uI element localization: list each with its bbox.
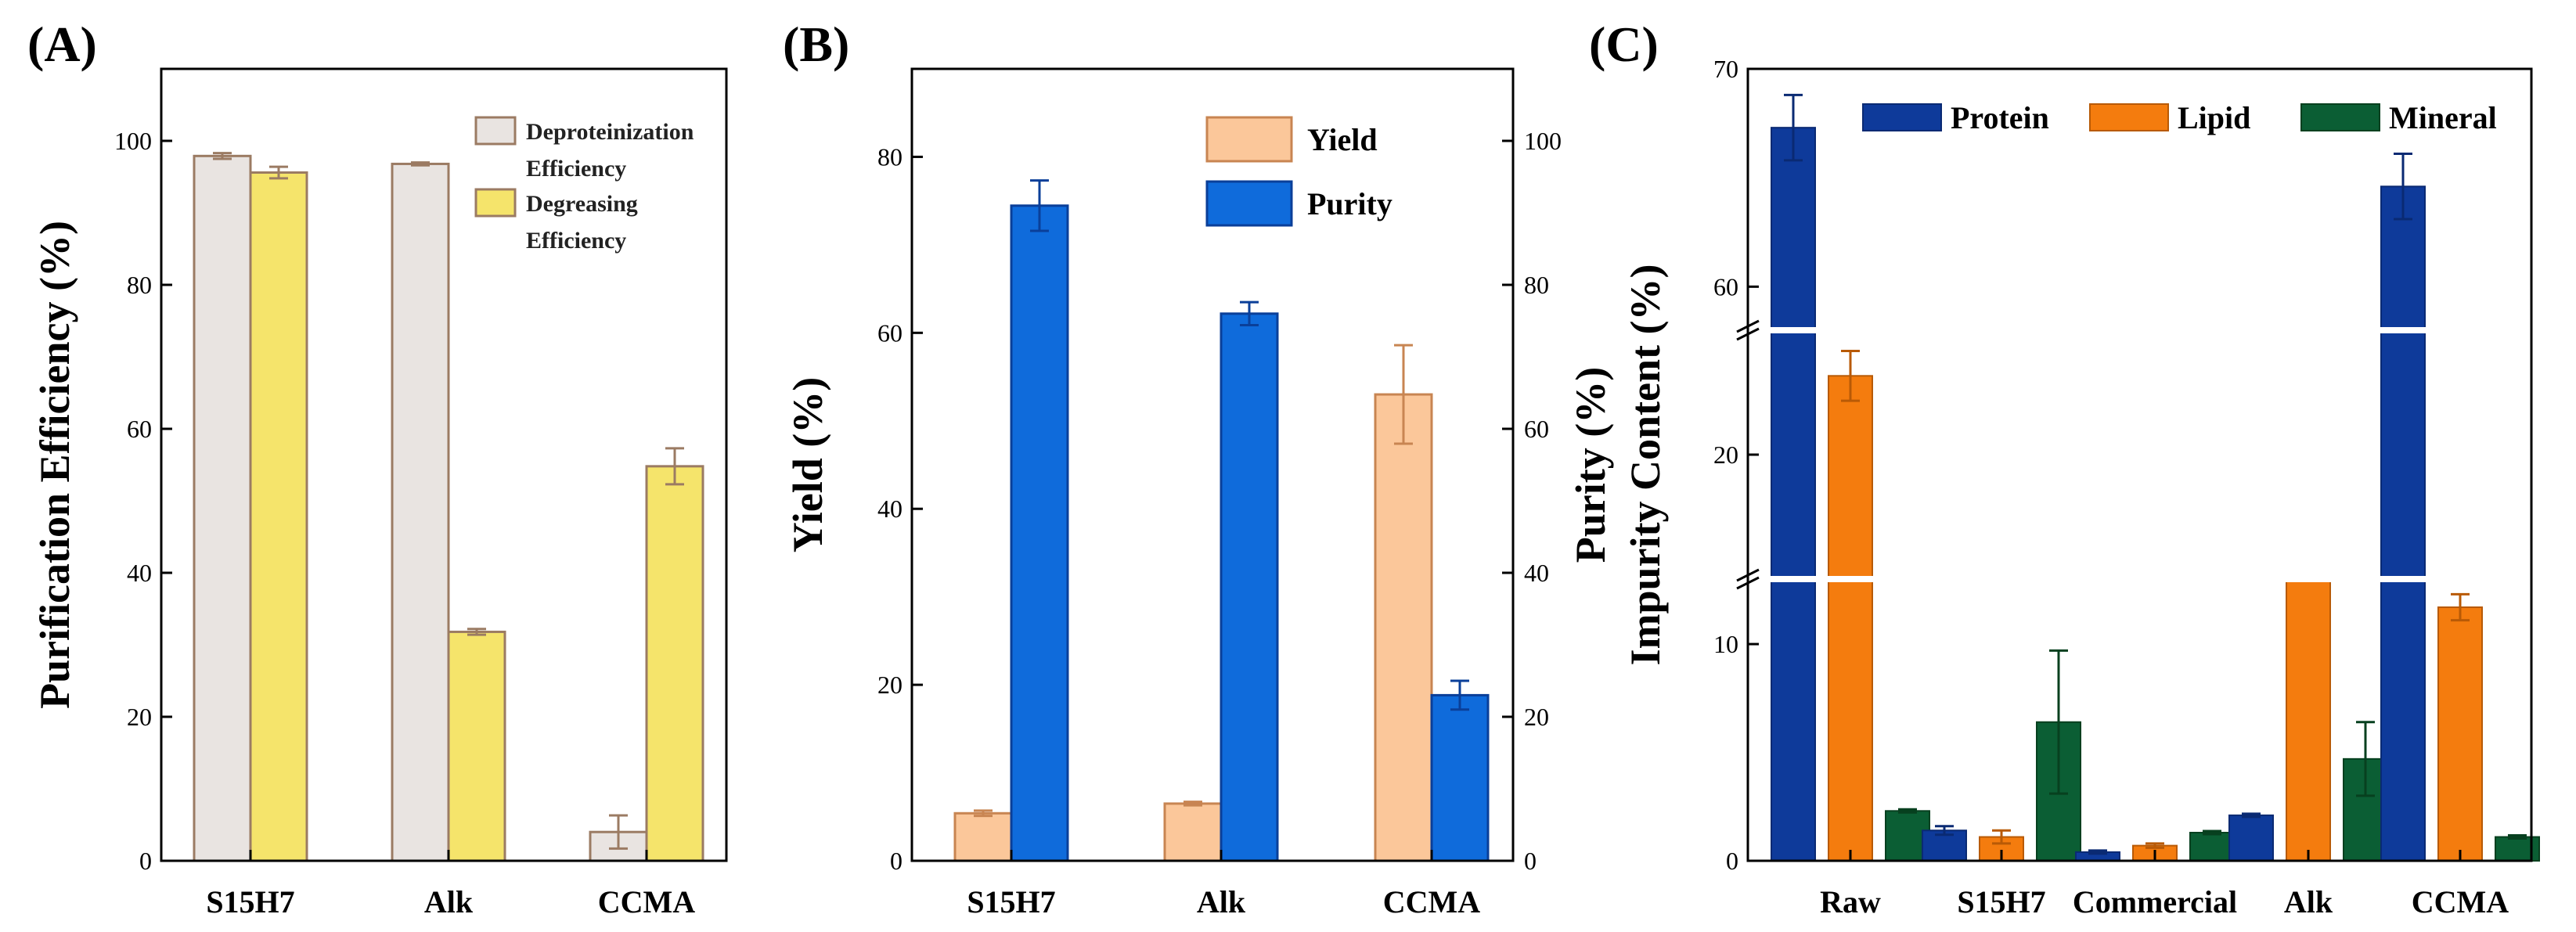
c-legend-label-protein: Protein (1951, 100, 2049, 135)
panel-b-frame (910, 67, 1515, 862)
bar-c-protein-raw (1771, 127, 1816, 862)
bar-b-purity-s15h7 (1010, 204, 1069, 862)
b-ytick-label-80: 80 (877, 142, 903, 171)
a-category-label-ccma: CCMA (598, 884, 696, 919)
panel-b-right-y-axis-label: Purity (%) (1567, 367, 1614, 563)
b-ytick-right-label-100: 100 (1524, 127, 1562, 155)
c-axis-break-band-1 (1749, 327, 2530, 333)
panel-b-legend: Yield Purity (1205, 116, 1392, 227)
panel-b-right-y-ticks: 0 20 40 60 80 100 (1502, 127, 1562, 875)
c-legend-label-lipid: Lipid (2178, 100, 2250, 135)
bar-c-lipid-ccma (2437, 606, 2483, 862)
panel-c-legend: Protein Lipid Mineral (1862, 100, 2497, 135)
panel-c-category-labels: Raw S15H7 Commercial Alk CCMA (1820, 850, 2509, 919)
panel-a-y-ticks: 0 20 40 60 80 100 (114, 127, 172, 875)
b-category-label-s15h7: S15H7 (967, 884, 1055, 919)
bar-c-mineral-commercial (2189, 832, 2235, 862)
panel-b-bars (953, 179, 1490, 862)
bar-b-purity-ccma (1430, 693, 1490, 862)
b-ytick-right-label-40: 40 (1524, 559, 1549, 587)
panel-a-legend: Deproteinization Efficiency Degreasing Effi… (474, 116, 694, 254)
c-legend-swatch-lipid (2089, 103, 2169, 131)
c-category-label-s15h7: S15H7 (1957, 884, 2045, 919)
bar-b-yield-ccma (1374, 393, 1433, 862)
panel-a-frame (160, 67, 728, 862)
a-legend-label-0-line1: Deproteinization (526, 119, 694, 145)
b-category-label-alk: Alk (1197, 884, 1246, 919)
a-legend-label-0-line2: Efficiency (526, 156, 626, 182)
a-ytick-label-100: 100 (114, 127, 152, 155)
a-ytick-label-40: 40 (127, 559, 152, 587)
panel-b-left-y-axis-label: Yield (%) (784, 377, 831, 552)
c-category-label-alk: Alk (2284, 884, 2333, 919)
b-legend-swatch-purity (1205, 180, 1293, 227)
b-ytick-right-label-20: 20 (1524, 703, 1549, 731)
panel-c-label: (C) (1589, 16, 1659, 72)
panel-c-y-axis-label: Impurity Content (%) (1622, 264, 1669, 666)
panel-c-frame (1746, 67, 2533, 862)
b-ytick-label-40: 40 (877, 495, 903, 523)
b-legend-label-yield: Yield (1307, 122, 1378, 157)
panel-a: (A) 0 20 40 60 80 100 S15H7 Alk CCMA Purificati… (27, 16, 728, 919)
b-ytick-right-label-80: 80 (1524, 271, 1549, 299)
panel-c-bars (1771, 93, 2540, 862)
bar-a-deproteinization-s15h7 (193, 154, 252, 862)
a-legend-label-1-line1: Degreasing (526, 191, 638, 217)
bar-a-degreasing-s15h7 (249, 171, 308, 862)
b-legend-swatch-yield (1205, 116, 1293, 163)
panel-a-category-labels: S15H7 Alk CCMA (206, 850, 695, 919)
panel-c-y-ticks: 0 10 20 60 70 (1713, 55, 1759, 875)
bar-b-yield-s15h7 (953, 811, 1013, 862)
c-legend-label-mineral: Mineral (2389, 100, 2497, 135)
bar-b-yield-alk (1163, 802, 1223, 862)
bar-a-degreasing-ccma (645, 465, 704, 862)
panel-b-label: (B) (783, 16, 849, 72)
panel-a-y-axis-label: Purification Efficiency (%) (31, 221, 78, 709)
b-ytick-label-20: 20 (877, 671, 903, 699)
c-ytick-label-70: 70 (1713, 55, 1738, 83)
panel-b-left-y-ticks: 0 20 40 60 80 (877, 142, 923, 875)
a-ytick-label-80: 80 (127, 271, 152, 299)
bar-a-deproteinization-alk (391, 162, 450, 862)
bar-c-mineral-ccma (2495, 836, 2540, 862)
c-legend-swatch-mineral (2300, 103, 2380, 131)
b-legend-label-purity: Purity (1307, 186, 1392, 221)
panel-b-category-labels: S15H7 Alk CCMA (967, 850, 1480, 919)
a-ytick-label-0: 0 (139, 847, 152, 875)
a-legend-swatch-1 (474, 188, 517, 218)
b-ytick-right-label-0: 0 (1524, 847, 1537, 875)
b-ytick-label-60: 60 (877, 318, 903, 347)
b-ytick-label-0: 0 (890, 847, 903, 875)
c-axis-break-band-0 (1749, 576, 2530, 582)
c-category-label-commercial: Commercial (2073, 884, 2237, 919)
c-category-label-ccma: CCMA (2412, 884, 2509, 919)
panel-a-label: (A) (27, 16, 97, 72)
bar-c-protein-ccma (2380, 185, 2426, 862)
a-category-label-alk: Alk (424, 884, 474, 919)
b-category-label-ccma: CCMA (1383, 884, 1481, 919)
bar-c-lipid-alk (2286, 578, 2331, 862)
c-ytick-label-10: 10 (1713, 630, 1738, 658)
a-legend-label-1-line2: Efficiency (526, 228, 626, 254)
bar-c-lipid-raw (1828, 375, 1873, 862)
a-ytick-label-60: 60 (127, 415, 152, 443)
panel-a-bars (193, 152, 704, 862)
a-legend-swatch-0 (474, 116, 517, 146)
c-ytick-label-0: 0 (1726, 847, 1738, 875)
c-legend-swatch-protein (1862, 103, 1942, 131)
c-ytick-label-20: 20 (1713, 441, 1738, 469)
a-category-label-s15h7: S15H7 (206, 884, 294, 919)
a-ytick-label-20: 20 (127, 703, 152, 731)
c-category-label-raw: Raw (1820, 884, 1881, 919)
b-ytick-right-label-60: 60 (1524, 415, 1549, 443)
bar-a-degreasing-alk (447, 630, 506, 862)
bar-b-purity-alk (1220, 312, 1279, 862)
bar-c-protein-alk (2228, 814, 2274, 862)
c-ytick-label-60: 60 (1713, 272, 1738, 300)
